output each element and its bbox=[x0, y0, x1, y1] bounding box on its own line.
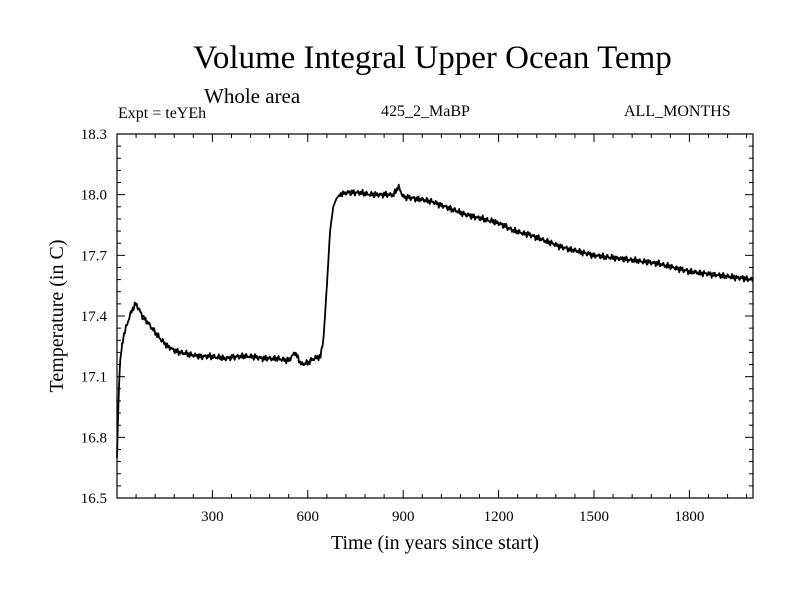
run-label: 425_2_MaBP bbox=[381, 103, 470, 120]
x-tick-label: 900 bbox=[392, 509, 415, 525]
y-tick-label: 18.3 bbox=[81, 127, 107, 143]
y-tick-label: 16.5 bbox=[81, 491, 107, 507]
x-tick-label: 1500 bbox=[579, 509, 609, 525]
x-tick-label: 300 bbox=[201, 509, 224, 525]
y-tick-label: 17.1 bbox=[81, 370, 107, 386]
x-tick-label: 1800 bbox=[674, 509, 704, 525]
y-axis-label: Temperature (in C) bbox=[46, 240, 68, 393]
chart-subtitle: Whole area bbox=[204, 84, 301, 108]
y-tick-label: 17.4 bbox=[81, 309, 108, 325]
x-tick-label: 1200 bbox=[484, 509, 514, 525]
experiment-label: Expt = teYEh bbox=[118, 105, 207, 122]
months-label: ALL_MONTHS bbox=[624, 103, 731, 120]
x-axis-label: Time (in years since start) bbox=[331, 532, 539, 554]
plot-frame bbox=[116, 133, 754, 499]
x-tick-label: 600 bbox=[297, 509, 320, 525]
series-line bbox=[116, 183, 754, 458]
y-tick-label: 17.7 bbox=[81, 248, 108, 264]
y-tick-label: 16.8 bbox=[81, 430, 107, 446]
chart-title: Volume Integral Upper Ocean Temp bbox=[193, 40, 672, 76]
axis-tick-labels: 300 600 900 1200 1500 1800 16.5 16.8 17.1 17.4 17.… bbox=[81, 127, 705, 525]
axis-ticks bbox=[117, 133, 753, 499]
y-tick-label: 18.0 bbox=[81, 188, 107, 204]
